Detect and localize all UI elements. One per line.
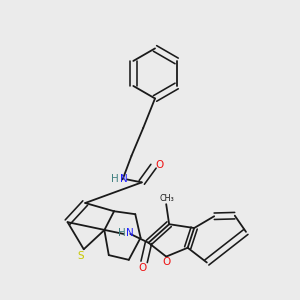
Text: O: O: [139, 263, 147, 273]
Text: CH₃: CH₃: [159, 194, 174, 203]
Text: H: H: [118, 228, 126, 238]
Text: N: N: [126, 228, 134, 238]
Text: O: O: [163, 257, 171, 268]
Text: H: H: [111, 174, 119, 184]
Text: S: S: [77, 251, 84, 261]
Text: N: N: [120, 174, 128, 184]
Text: O: O: [155, 160, 164, 170]
